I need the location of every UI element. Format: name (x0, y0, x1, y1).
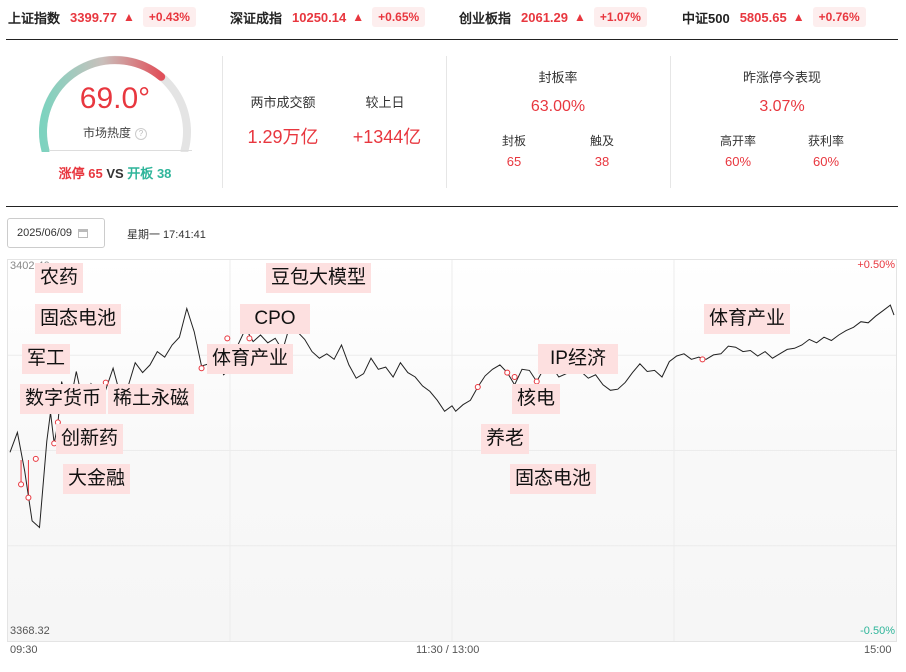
up-arrow-icon: ▲ (123, 10, 135, 24)
seal-count-label: 封板 (501, 134, 526, 148)
index-change-badge: +0.76% (812, 7, 866, 27)
touch-count-value: 38 (594, 154, 610, 169)
sector-tag[interactable]: 大金融 (63, 464, 131, 494)
seal-count-value: 65 (506, 154, 522, 169)
seal-rate-title: 封板率 (538, 70, 578, 85)
sector-tag[interactable]: 创新药 (56, 424, 124, 454)
section-divider (6, 206, 898, 207)
sector-tag[interactable]: 体育产业 (207, 344, 294, 374)
sector-tag[interactable]: 核电 (512, 384, 561, 414)
sector-tag[interactable]: IP经济 (538, 344, 618, 374)
annotation-dot-10 (474, 384, 481, 391)
sector-tag[interactable]: 养老 (481, 424, 530, 454)
stat-divider (670, 56, 671, 188)
profit-rate-value: 60% (812, 154, 840, 169)
sector-tag[interactable]: 体育产业 (704, 304, 791, 334)
stat-divider (446, 56, 447, 188)
limit-up-label: 涨停 (58, 166, 85, 181)
turnover-value: 1.29万亿 (247, 127, 319, 147)
y-axis-bottom-pct: -0.50% (860, 625, 895, 637)
heat-value: 69.0° (79, 82, 151, 115)
index-value: 3399.77 (70, 9, 118, 25)
turnover-diff-label: 较上日 (365, 95, 405, 110)
sector-tag[interactable]: 稀土永磁 (108, 384, 195, 414)
yesterday-title: 昨涨停今表现 (742, 70, 821, 85)
up-arrow-icon: ▲ (574, 10, 586, 24)
sector-tag[interactable]: 固态电池 (510, 464, 597, 494)
y-axis-bottom-label: 3368.32 (10, 625, 50, 637)
info-icon[interactable]: ? (135, 127, 147, 140)
sector-tag[interactable]: 固态电池 (35, 304, 122, 334)
heat-label-text: 市场热度 (82, 126, 131, 140)
annotation-dot-3 (18, 481, 25, 488)
x-tick-open: 09:30 (10, 644, 38, 656)
limit-up-count: 65 (88, 166, 103, 181)
annotation-dot-8 (246, 335, 253, 342)
annotation-dot-11 (511, 374, 518, 381)
open-count: 38 (156, 166, 172, 181)
gauge-divider (50, 150, 192, 151)
index-item-zz500[interactable]: 中证500 5805.65 ▲ +0.76% (682, 5, 866, 29)
annotation-dot-13 (533, 378, 540, 385)
annotation-dot-9 (198, 365, 205, 372)
vs-text: VS (106, 166, 124, 181)
index-value: 2061.29 (521, 9, 569, 25)
index-item-cyb[interactable]: 创业板指 2061.29 ▲ +1.07% (459, 5, 647, 29)
x-tick-close: 15:00 (864, 644, 892, 656)
date-value: 2025/06/09 (17, 227, 73, 239)
top-divider (6, 39, 898, 40)
price-line (9, 304, 895, 529)
sector-tag[interactable]: 军工 (22, 344, 71, 374)
annotation-dot-2 (25, 494, 32, 501)
limit-up-vs-open: 涨停 65 VS 开板 38 (30, 163, 200, 182)
annotation-dot-0 (32, 455, 39, 462)
chart-svg (8, 260, 896, 641)
seal-rate-value: 63.00% (530, 98, 586, 115)
touch-count-label: 触及 (589, 134, 614, 148)
index-value: 5805.65 (739, 9, 787, 25)
sector-tag[interactable]: 豆包大模型 (266, 263, 372, 293)
sector-tag[interactable]: CPO (240, 304, 310, 334)
index-name: 上证指数 (8, 10, 61, 26)
index-name: 创业板指 (459, 10, 512, 26)
high-open-value: 60% (724, 154, 752, 169)
date-picker[interactable]: 2025/06/09 (7, 218, 105, 248)
x-tick-mid: 11:30 / 13:00 (416, 644, 480, 656)
index-item-sh[interactable]: 上证指数 3399.77 ▲ +0.43% (8, 5, 196, 29)
calendar-icon[interactable] (78, 228, 89, 238)
annotation-dots (18, 335, 706, 501)
annotation-dot-7 (224, 335, 231, 342)
index-name: 深证成指 (230, 10, 283, 26)
turnover-diff-value: +1344亿 (352, 127, 422, 147)
index-change-badge: +1.07% (593, 7, 647, 27)
index-value: 10250.14 (292, 9, 347, 25)
index-name: 中证500 (682, 10, 730, 26)
high-open-label: 高开率 (719, 134, 756, 148)
yesterday-value: 3.07% (759, 98, 805, 115)
market-heat-gauge: 69.0° 市场热度? 涨停 65 VS 开板 38 (30, 52, 200, 182)
gauge-arc (39, 55, 191, 152)
sector-tag[interactable]: 数字货币 (20, 384, 107, 414)
y-axis-top-pct: +0.50% (857, 259, 895, 271)
index-bar: 上证指数 3399.77 ▲ +0.43% 深证成指 10250.14 ▲ +0… (0, 0, 906, 34)
annotation-dot-12 (504, 369, 511, 376)
sector-tag[interactable]: 农药 (35, 263, 84, 293)
index-change-badge: +0.43% (142, 7, 196, 27)
up-arrow-icon: ▲ (352, 10, 365, 24)
open-label: 开板 (127, 166, 154, 181)
index-change-badge: +0.65% (372, 7, 426, 27)
turnover-label: 两市成交额 (250, 95, 316, 110)
index-item-sz[interactable]: 深证成指 10250.14 ▲ +0.65% (230, 5, 426, 29)
chart-grid (8, 260, 896, 641)
weekday-time: 星期一 17:41:41 (127, 229, 206, 241)
up-arrow-icon: ▲ (792, 10, 805, 24)
stat-divider (222, 56, 223, 188)
heat-label: 市场热度? (30, 124, 200, 141)
profit-rate-label: 获利率 (807, 134, 844, 148)
annotation-dot-14 (699, 356, 706, 363)
annotation-drops (20, 460, 29, 498)
